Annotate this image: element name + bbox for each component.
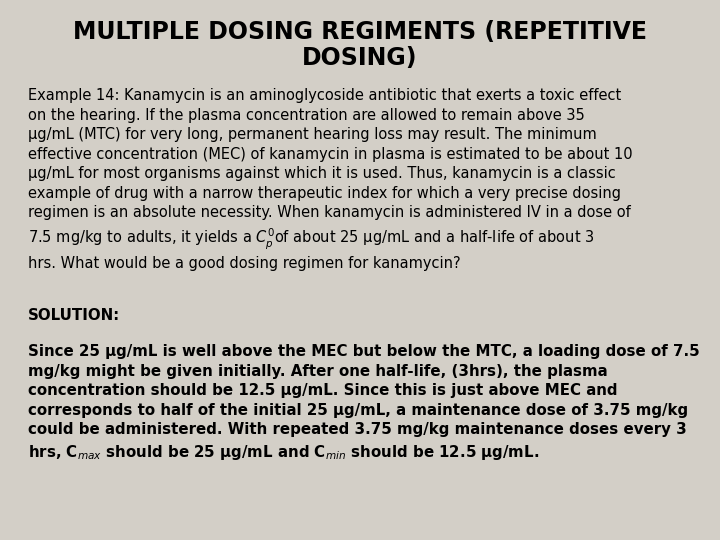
Text: DOSING): DOSING)	[302, 46, 418, 70]
Text: MULTIPLE DOSING REGIMENTS (REPETITIVE: MULTIPLE DOSING REGIMENTS (REPETITIVE	[73, 20, 647, 44]
Text: Since 25 μg/mL is well above the MEC but below the MTC, a loading dose of 7.5
mg: Since 25 μg/mL is well above the MEC but…	[28, 344, 700, 462]
Text: SOLUTION:: SOLUTION:	[28, 308, 120, 323]
Text: Example 14: Kanamycin is an aminoglycoside antibiotic that exerts a toxic effect: Example 14: Kanamycin is an aminoglycosi…	[28, 88, 633, 271]
